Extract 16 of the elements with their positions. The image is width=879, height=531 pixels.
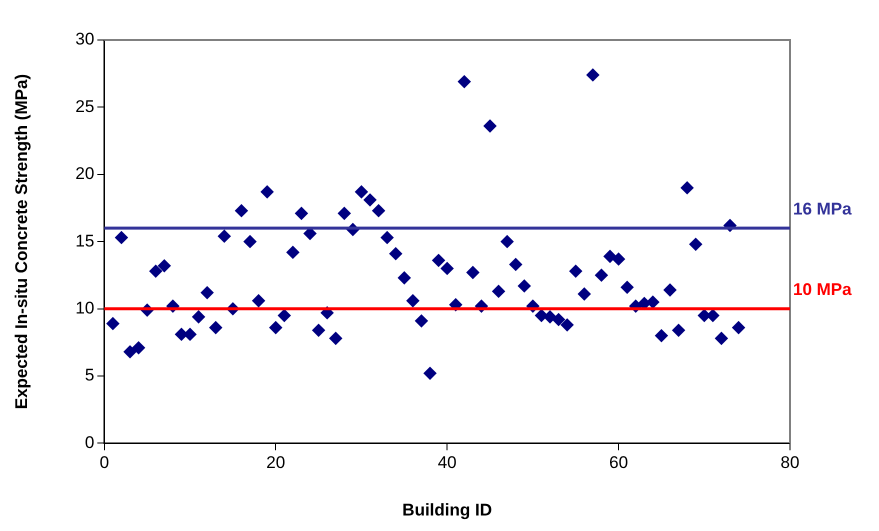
y-axis-title: Expected In-situ Concrete Strength (MPa) [12,74,31,410]
x-tick-label: 20 [266,453,286,472]
x-tick-label: 60 [609,453,628,472]
y-tick-label: 30 [75,30,94,49]
x-tick-label: 40 [438,453,457,472]
y-tick-label: 20 [75,164,94,184]
y-tick-label: 5 [84,366,94,385]
x-tick-label: 80 [780,453,800,472]
y-tick-label: 0 [84,432,94,452]
x-axis-title: Building ID [402,500,492,520]
y-tick-label: 15 [75,231,94,250]
ref-line-label: 10 MPa [793,280,852,299]
y-tick-label: 10 [75,298,94,318]
x-tick-label: 0 [100,453,110,472]
ref-line-label: 16 MPa [793,199,852,218]
y-tick-label: 25 [75,96,94,116]
